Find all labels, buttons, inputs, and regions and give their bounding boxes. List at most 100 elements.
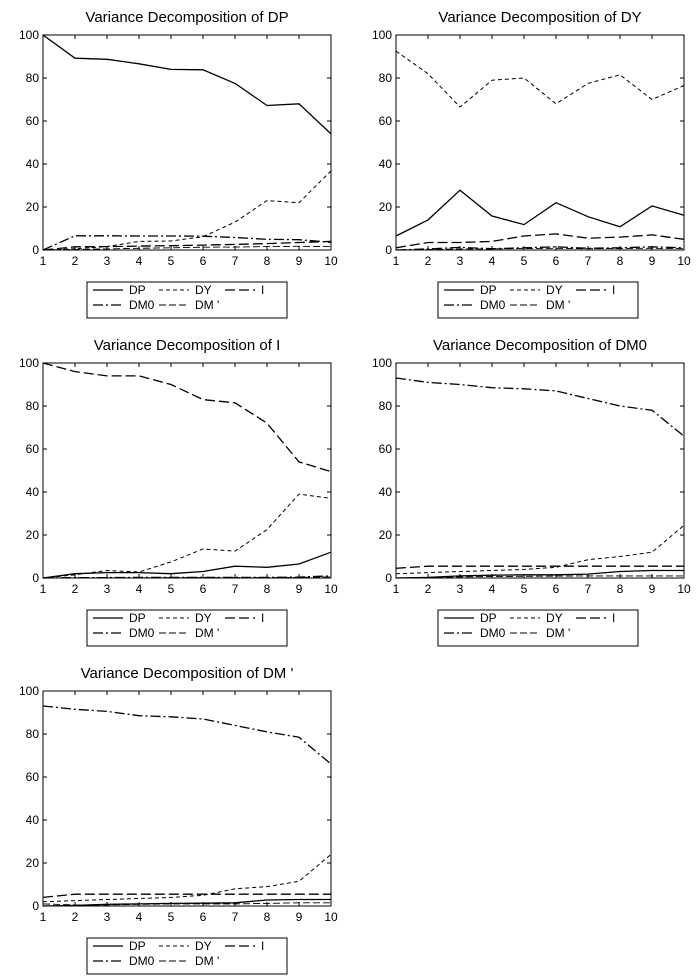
x-tick-label: 4 <box>136 582 143 596</box>
x-tick-label: 7 <box>585 254 592 268</box>
chart-panel-2: Variance Decomposition of DY 0 20 40 60 80 100… <box>372 9 691 319</box>
y-tick-label: 80 <box>26 71 40 85</box>
x-tick-label: 8 <box>264 254 271 268</box>
plot-frame <box>42 34 332 251</box>
legend: DP DY I DM0 DM ' <box>86 609 288 647</box>
x-tick-label: 4 <box>136 254 143 268</box>
legend-label-dm: DM ' <box>195 626 219 640</box>
plot-frame <box>395 34 685 251</box>
x-tick-label: 10 <box>677 582 691 596</box>
series-line-dy <box>395 524 685 575</box>
legend-label-dm0: DM0 <box>480 626 506 640</box>
x-tick-label: 4 <box>489 582 496 596</box>
chart-panel-1: Variance Decomposition of DP 0 20 40 60 80 100… <box>19 9 338 319</box>
series-line-dm <box>395 575 684 579</box>
legend: DP DY I DM0 DM ' <box>437 609 639 647</box>
series-line-dp <box>42 34 332 135</box>
legend-label-dy: DY <box>546 283 563 297</box>
plot-frame <box>42 362 332 579</box>
plot-frame <box>42 690 332 907</box>
chart-title: Variance Decomposition of DP <box>85 9 288 26</box>
series-line-i <box>42 893 331 899</box>
x-tick-label: 6 <box>200 582 207 596</box>
x-tick-label: 3 <box>104 582 111 596</box>
x-tick-label: 5 <box>521 254 528 268</box>
series-line-dm <box>395 247 685 251</box>
plot-frame <box>395 362 685 579</box>
y-tick-label: 40 <box>26 157 40 171</box>
x-tick-label: 8 <box>264 910 271 924</box>
x-tick-label: 1 <box>40 910 47 924</box>
x-tick-label: 10 <box>324 910 338 924</box>
y-tick-label: 20 <box>379 200 393 214</box>
y-tick-label: 20 <box>26 528 40 542</box>
x-tick-label: 6 <box>200 254 207 268</box>
y-tick-label: 20 <box>26 856 40 870</box>
y-tick-label: 100 <box>19 684 39 698</box>
y-tick-label: 60 <box>26 114 40 128</box>
legend: DP DY I DM0 DM ' <box>86 281 288 319</box>
x-tick-label: 2 <box>425 582 432 596</box>
y-tick-label: 80 <box>26 727 40 741</box>
x-tick-label: 7 <box>585 582 592 596</box>
x-tick-label: 1 <box>393 254 400 268</box>
series-line-i <box>395 233 685 249</box>
y-tick-label: 0 <box>32 899 39 913</box>
series-line-dm0 <box>42 705 332 765</box>
series-line-dp <box>395 569 684 579</box>
legend-box <box>86 281 288 319</box>
y-tick-label: 40 <box>379 157 393 171</box>
legend-label-dp: DP <box>129 939 146 953</box>
x-tick-label: 2 <box>72 910 79 924</box>
x-tick-label: 9 <box>296 910 303 924</box>
legend-box <box>437 609 639 647</box>
x-tick-label: 9 <box>296 254 303 268</box>
y-tick-label: 20 <box>26 200 40 214</box>
series-line-dm0 <box>395 377 685 437</box>
y-tick-label: 100 <box>19 28 39 42</box>
legend-label-i: I <box>261 283 264 297</box>
y-tick-label: 60 <box>379 114 393 128</box>
legend-label-dy: DY <box>195 611 212 625</box>
legend-label-dm: DM ' <box>195 298 219 312</box>
y-tick-label: 60 <box>26 770 40 784</box>
legend-label-dm: DM ' <box>195 954 219 968</box>
x-tick-label: 5 <box>521 582 528 596</box>
x-tick-label: 5 <box>168 582 175 596</box>
x-tick-label: 10 <box>677 254 691 268</box>
x-tick-label: 2 <box>425 254 432 268</box>
chart-title: Variance Decomposition of I <box>94 337 280 354</box>
chart-panel-4: Variance Decomposition of DM0 0 20 40 60 80 10… <box>372 337 691 647</box>
series-line-dm0 <box>395 246 685 251</box>
y-tick-label: 0 <box>385 243 392 257</box>
x-tick-label: 6 <box>553 254 560 268</box>
x-tick-label: 8 <box>617 582 624 596</box>
series-line-dy <box>42 170 332 251</box>
x-tick-label: 1 <box>40 582 47 596</box>
y-tick-label: 100 <box>372 356 392 370</box>
legend-label-dm0: DM0 <box>129 298 155 312</box>
x-tick-label: 6 <box>553 582 560 596</box>
series-line-dp <box>395 189 685 237</box>
chart-panel-5: Variance Decomposition of DM ' 0 20 40 60 80 1… <box>19 665 338 975</box>
y-tick-label: 0 <box>385 571 392 585</box>
x-tick-label: 9 <box>296 582 303 596</box>
legend-label-dp: DP <box>129 283 146 297</box>
legend: DP DY I DM0 DM ' <box>437 281 639 319</box>
series-line-i <box>395 565 684 569</box>
legend-box <box>86 937 288 975</box>
legend-label-dy: DY <box>195 939 212 953</box>
chart-title: Variance Decomposition of DM ' <box>81 665 294 682</box>
y-tick-label: 80 <box>26 399 40 413</box>
x-tick-label: 1 <box>40 254 47 268</box>
legend-label-dp: DP <box>129 611 146 625</box>
x-tick-label: 10 <box>324 582 338 596</box>
series-line-dp <box>42 898 331 907</box>
series-line-dm0 <box>42 235 332 251</box>
series-line-i <box>42 362 332 473</box>
legend: DP DY I DM0 DM ' <box>86 937 288 975</box>
y-tick-label: 100 <box>19 356 39 370</box>
y-tick-label: 60 <box>379 442 393 456</box>
x-tick-label: 4 <box>489 254 496 268</box>
series-line-dp <box>42 551 332 579</box>
